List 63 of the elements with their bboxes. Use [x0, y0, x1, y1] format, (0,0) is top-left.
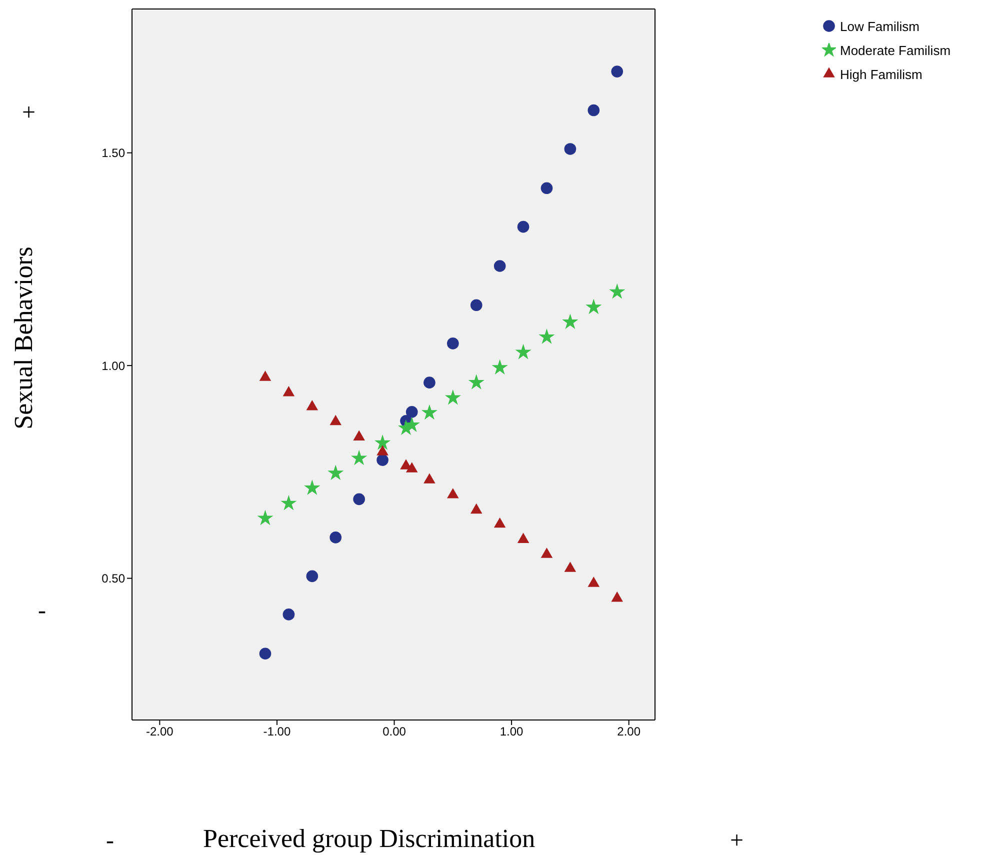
x-tick-label: -1.00: [263, 724, 291, 739]
point: [515, 344, 532, 360]
x-tick-label: 2.00: [617, 724, 641, 739]
point: [517, 532, 530, 543]
y-tick-label: 0.50: [102, 572, 126, 586]
point: [353, 493, 365, 506]
point: [424, 473, 436, 484]
point: [609, 284, 626, 299]
point: [282, 386, 295, 396]
text: -: [38, 598, 46, 625]
point: [259, 370, 272, 381]
point: [353, 430, 365, 440]
point: [611, 592, 623, 602]
point: [374, 434, 391, 450]
legend-label: Low Familism: [840, 18, 920, 34]
point: [306, 400, 318, 410]
x-tick-label: -2.00: [146, 724, 174, 739]
point: [611, 66, 624, 78]
x-tick-label: 0.00: [382, 724, 406, 739]
text: -: [106, 828, 114, 855]
point: [330, 532, 342, 544]
point: [376, 454, 388, 466]
x-tick-label: 1.00: [500, 724, 524, 739]
point: [351, 450, 368, 466]
point: [517, 220, 530, 233]
point: [564, 562, 576, 572]
point: [406, 406, 418, 418]
point: [424, 376, 436, 388]
point: [406, 462, 418, 472]
point: [538, 328, 555, 344]
y-tick-label: 1.50: [102, 146, 126, 160]
text: +: [22, 100, 36, 127]
point: [468, 374, 484, 390]
point: [494, 517, 506, 528]
point: [470, 299, 482, 312]
point: [564, 143, 576, 155]
point: [444, 389, 461, 405]
point: [446, 338, 459, 350]
y-axis-title: Sexual Behaviors: [9, 246, 39, 430]
legend-label: Moderate Familism: [840, 42, 951, 58]
point: [447, 488, 459, 498]
point: [421, 404, 438, 420]
point: [586, 298, 602, 314]
x-axis-title: Perceived group Discrimination: [203, 824, 536, 854]
point: [588, 576, 600, 587]
text: +: [730, 828, 744, 855]
point: [588, 104, 600, 116]
y-tick-label: 1.00: [102, 358, 126, 373]
point: [492, 359, 508, 375]
point: [280, 494, 297, 510]
point: [540, 548, 553, 558]
point: [562, 314, 578, 329]
point: [328, 464, 344, 480]
point: [376, 445, 388, 456]
point: [257, 510, 274, 526]
point: [330, 414, 342, 426]
legend-label: High Familism: [840, 66, 922, 82]
point: [306, 570, 318, 582]
point: [470, 503, 482, 514]
point: [494, 260, 506, 272]
point: [540, 182, 553, 194]
point: [404, 416, 420, 432]
point: [304, 480, 320, 495]
